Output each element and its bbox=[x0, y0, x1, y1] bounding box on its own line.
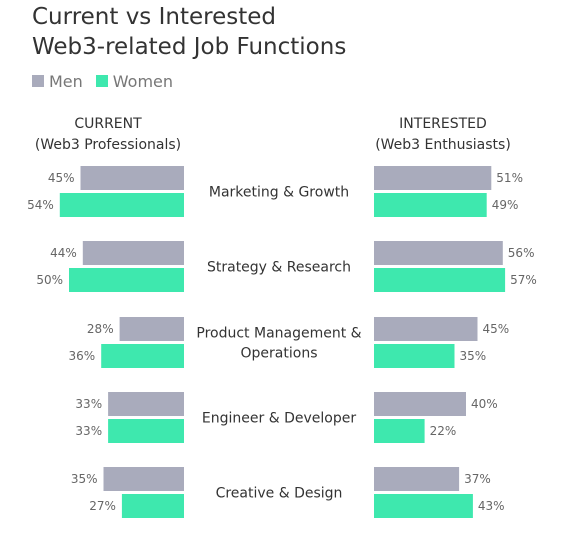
current-women-value-label: 33% bbox=[75, 424, 102, 438]
category-label: Engineer & Developer bbox=[202, 411, 356, 427]
legend: Men Women bbox=[32, 70, 186, 92]
interested-men-bar bbox=[374, 392, 466, 416]
current-men-bar bbox=[82, 241, 184, 265]
interested-women-value-label: 22% bbox=[430, 424, 457, 438]
current-women-value-label: 36% bbox=[69, 349, 96, 363]
interested-women-value-label: 57% bbox=[510, 273, 537, 287]
interested-men-bar bbox=[374, 467, 460, 491]
interested-header-subtitle: (Web3 Enthusiasts) bbox=[375, 137, 511, 153]
interested-women-value-label: 35% bbox=[460, 349, 487, 363]
interested-men-value-label: 40% bbox=[471, 397, 498, 411]
interested-women-value-label: 43% bbox=[478, 499, 505, 513]
interested-men-bar bbox=[374, 241, 503, 265]
current-women-bar bbox=[101, 344, 184, 368]
interested-women-bar bbox=[374, 268, 506, 292]
legend-item-women: Women bbox=[95, 71, 174, 91]
category-label: Product Management & bbox=[196, 326, 361, 342]
category-label: Strategy & Research bbox=[207, 260, 351, 276]
interested-women-bar bbox=[374, 419, 425, 443]
current-men-value-label: 33% bbox=[75, 397, 102, 411]
category-label: Marketing & Growth bbox=[209, 185, 349, 201]
interested-women-bar bbox=[374, 344, 455, 368]
current-header-subtitle: (Web3 Professionals) bbox=[34, 137, 182, 153]
current-women-bar bbox=[121, 494, 184, 518]
interested-women-bar bbox=[374, 193, 487, 217]
legend-item-men: Men bbox=[32, 72, 83, 91]
interested-men-value-label: 56% bbox=[508, 246, 535, 260]
chart-title-line-1: Current vs Interested bbox=[32, 4, 276, 30]
current-men-bar bbox=[80, 166, 184, 190]
interested-men-bar bbox=[374, 166, 492, 190]
category-label: Operations bbox=[241, 346, 318, 362]
interested-header-title: INTERESTED bbox=[399, 116, 487, 132]
current-women-value-label: 50% bbox=[36, 273, 63, 287]
current-men-bar bbox=[119, 317, 184, 341]
chart-title-line-2: Web3-related Job Functions bbox=[32, 34, 347, 60]
interested-men-value-label: 51% bbox=[496, 171, 523, 185]
category-label: Creative & Design bbox=[216, 486, 343, 502]
current-women-bar bbox=[69, 268, 184, 292]
current-women-value-label: 54% bbox=[27, 198, 54, 212]
current-men-value-label: 45% bbox=[48, 171, 75, 185]
interested-women-value-label: 49% bbox=[492, 198, 519, 212]
chart-title: Current vs Interested Web3-related Job F… bbox=[32, 2, 346, 62]
interested-women-bar bbox=[374, 494, 473, 518]
current-men-bar bbox=[108, 392, 184, 416]
current-women-bar bbox=[59, 193, 184, 217]
current-header-title: CURRENT bbox=[74, 116, 142, 132]
legend-label-women: Women bbox=[112, 71, 174, 91]
interested-men-value-label: 45% bbox=[483, 322, 510, 336]
legend-label-men: Men bbox=[49, 71, 83, 91]
current-women-value-label: 27% bbox=[89, 499, 116, 513]
current-men-value-label: 35% bbox=[71, 472, 98, 486]
current-women-bar bbox=[108, 419, 184, 443]
current-men-value-label: 28% bbox=[87, 322, 114, 336]
legend-swatch-men bbox=[32, 75, 44, 87]
legend-swatch-women bbox=[95, 75, 108, 87]
interested-men-bar bbox=[374, 317, 478, 341]
interested-column-header: INTERESTED (Web3 Enthusiasts) bbox=[353, 114, 533, 156]
current-men-value-label: 44% bbox=[50, 246, 77, 260]
current-column-header: CURRENT (Web3 Professionals) bbox=[18, 114, 198, 156]
current-men-bar bbox=[103, 467, 184, 491]
interested-men-value-label: 37% bbox=[464, 472, 491, 486]
